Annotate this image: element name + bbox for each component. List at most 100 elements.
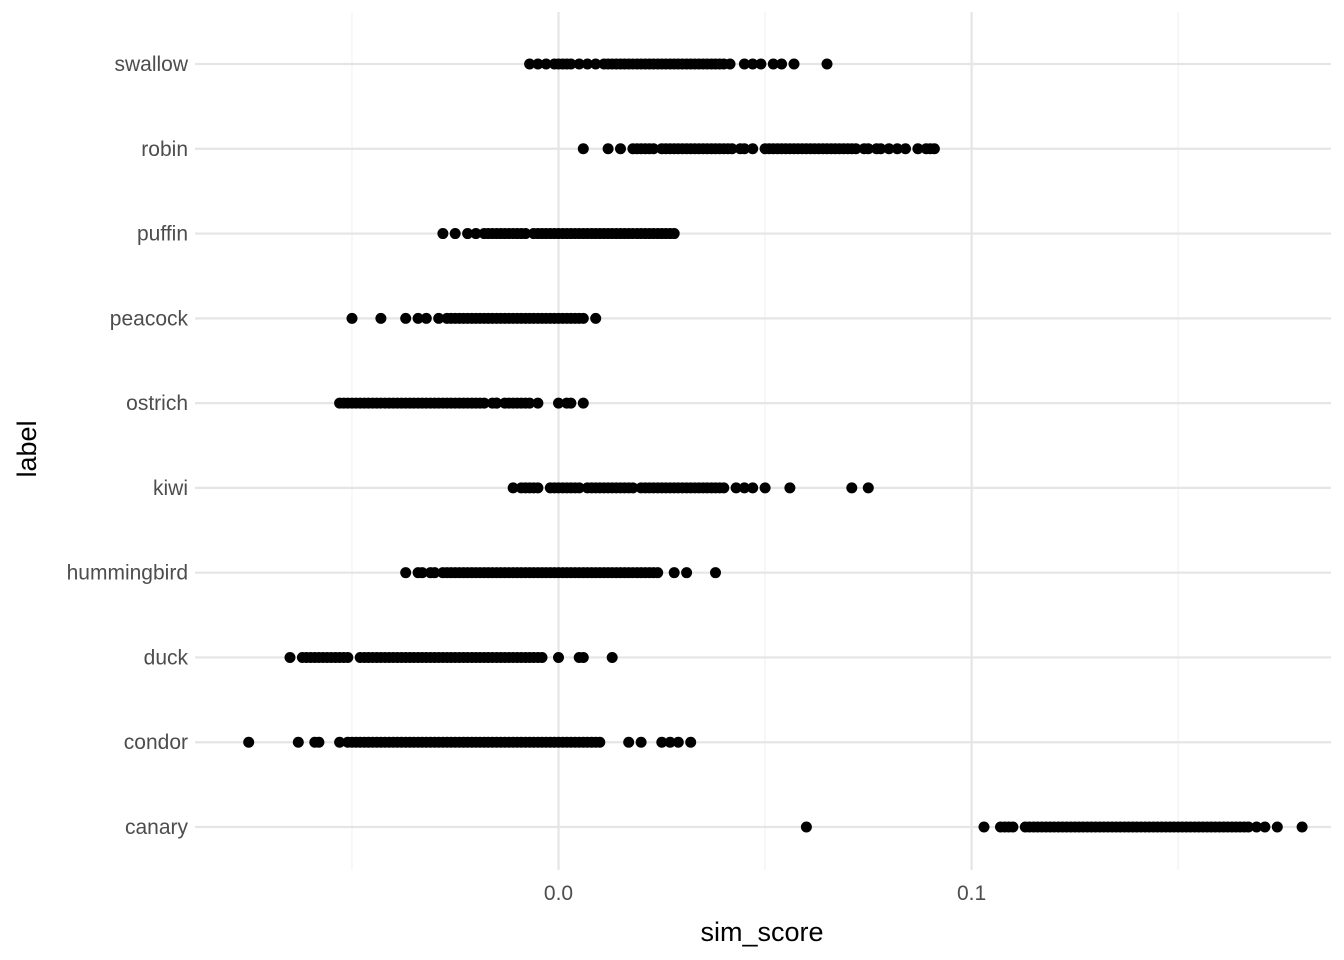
data-point-kiwi	[730, 482, 742, 494]
data-point-robin	[850, 143, 862, 155]
data-point-robin	[891, 143, 903, 155]
data-point-condor	[334, 736, 346, 748]
y-axis-tick-labels: canary condor duck hummingbird kiwi ostrich pe…	[67, 53, 189, 839]
data-point-kiwi	[507, 482, 519, 494]
data-point-swallow	[590, 58, 602, 70]
data-point-peacock	[420, 312, 432, 324]
data-point-condor	[664, 736, 676, 748]
data-point-swallow	[724, 58, 736, 70]
data-point-robin	[862, 143, 874, 155]
x-tick-label: 0.1	[957, 882, 986, 905]
data-point-duck	[606, 651, 618, 663]
data-points	[243, 58, 1308, 833]
data-point-robin	[648, 143, 659, 155]
data-point-ostrich	[478, 397, 490, 409]
data-point-robin	[577, 143, 589, 155]
data-point-hummingbird	[400, 567, 412, 579]
y-tick-label: ostrich	[126, 392, 188, 415]
data-point-robin	[738, 143, 750, 155]
data-point-kiwi	[718, 482, 730, 494]
data-point-robin	[928, 143, 940, 155]
data-point-peacock	[375, 312, 387, 324]
data-point-condor	[635, 736, 647, 748]
data-point-canary	[1242, 821, 1254, 833]
data-point-canary	[978, 821, 990, 833]
y-tick-label: duck	[144, 646, 189, 669]
data-point-robin	[883, 143, 895, 155]
data-point-condor	[685, 736, 697, 748]
data-point-canary	[1251, 821, 1263, 833]
data-point-canary	[1271, 821, 1283, 833]
y-axis-title: label	[12, 420, 42, 477]
data-point-duck	[536, 651, 548, 663]
data-point-duck	[577, 651, 589, 663]
data-point-hummingbird	[416, 567, 428, 579]
data-point-hummingbird	[668, 567, 680, 579]
data-point-peacock	[400, 312, 412, 324]
data-point-swallow	[788, 58, 800, 70]
data-point-robin	[900, 143, 911, 155]
y-tick-label: hummingbird	[67, 562, 188, 585]
data-point-swallow	[821, 58, 833, 70]
data-point-robin	[875, 143, 887, 155]
data-point-peacock	[433, 312, 445, 324]
data-point-condor	[243, 736, 255, 748]
data-point-duck	[342, 651, 354, 663]
data-point-kiwi	[738, 482, 750, 494]
data-point-hummingbird	[652, 567, 664, 579]
data-point-condor	[292, 736, 304, 748]
data-point-canary	[1259, 821, 1271, 833]
data-point-swallow	[573, 58, 585, 70]
minor-gridlines	[351, 12, 1179, 870]
x-axis-tick-labels: 0.0 0.1	[544, 882, 986, 905]
data-point-condor	[672, 736, 684, 748]
data-point-peacock	[577, 312, 589, 324]
data-point-robin	[912, 143, 924, 155]
data-point-swallow	[581, 58, 593, 70]
data-point-puffin	[470, 228, 482, 240]
data-point-ostrich	[553, 397, 564, 409]
data-point-condor	[656, 736, 668, 748]
data-point-canary	[800, 821, 812, 833]
data-point-kiwi	[784, 482, 796, 494]
data-point-kiwi	[532, 482, 544, 494]
data-point-robin	[747, 143, 759, 155]
data-point-condor	[623, 736, 635, 748]
y-tick-label: kiwi	[153, 477, 188, 500]
data-point-swallow	[776, 58, 788, 70]
y-tick-label: puffin	[137, 223, 188, 246]
data-point-condor	[313, 736, 325, 748]
data-point-peacock	[346, 312, 358, 324]
data-point-peacock	[412, 312, 424, 324]
data-point-swallow	[755, 58, 767, 70]
x-tick-label: 0.0	[544, 882, 573, 905]
y-tick-label: canary	[125, 816, 189, 839]
data-point-condor	[594, 736, 606, 748]
data-point-ostrich	[491, 397, 503, 409]
data-point-kiwi	[759, 482, 771, 494]
data-point-kiwi	[573, 482, 585, 494]
data-point-puffin	[462, 228, 474, 240]
data-point-hummingbird	[710, 567, 721, 579]
data-point-duck	[553, 651, 564, 663]
data-point-swallow	[747, 58, 759, 70]
data-point-kiwi	[862, 482, 874, 494]
data-point-hummingbird	[681, 567, 693, 579]
data-point-swallow	[524, 58, 536, 70]
data-point-swallow	[540, 58, 552, 70]
data-point-robin	[615, 143, 626, 155]
y-tick-label: condor	[124, 731, 188, 754]
data-point-robin	[602, 143, 614, 155]
data-point-puffin	[520, 228, 531, 240]
x-axis-title: sim_score	[700, 917, 823, 947]
data-point-peacock	[590, 312, 602, 324]
data-point-canary	[1007, 821, 1019, 833]
data-point-robin	[726, 143, 738, 155]
data-point-kiwi	[627, 482, 639, 494]
data-point-swallow	[738, 58, 750, 70]
data-point-kiwi	[846, 482, 858, 494]
data-point-ostrich	[532, 397, 544, 409]
y-tick-label: robin	[141, 138, 188, 161]
data-point-ostrich	[577, 397, 589, 409]
